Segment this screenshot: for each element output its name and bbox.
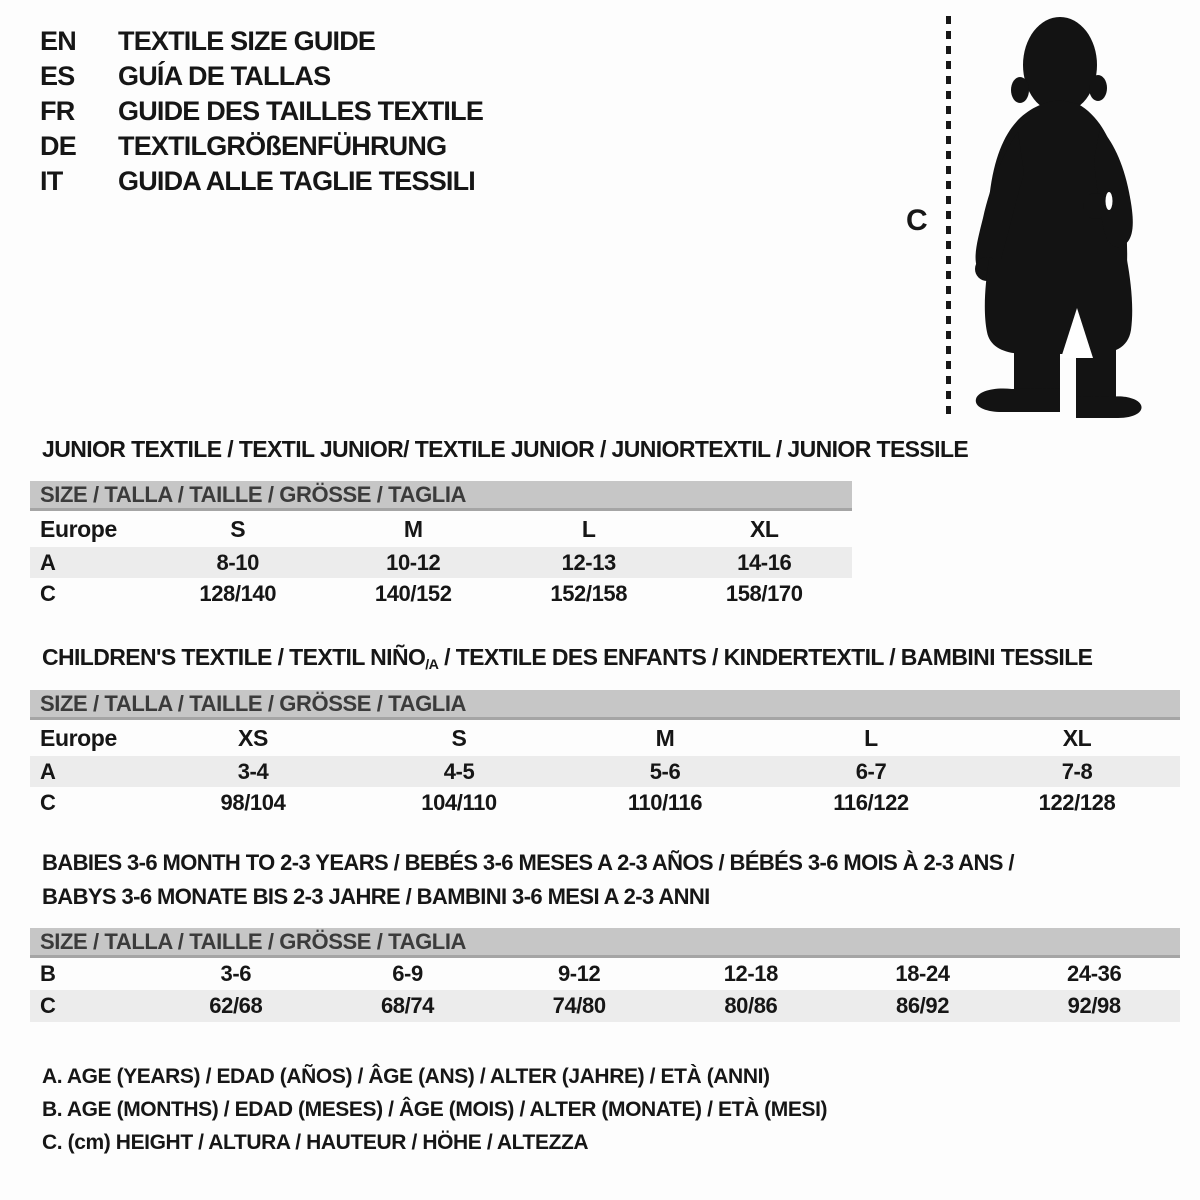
section-title-children: CHILDREN'S TEXTILE / TEXTIL NIÑO/A / TEX…	[42, 640, 1093, 678]
value-cell: 80/86	[724, 993, 778, 1018]
value-cell: XL	[1062, 724, 1092, 751]
value-cell: 4-5	[443, 758, 475, 784]
language-row: DE TEXTILGRÖßENFÜHRUNG	[40, 129, 483, 164]
value-cell: 24-36	[1067, 961, 1122, 986]
value-cell: XS	[238, 724, 268, 751]
table-row-a: A 3-4 4-5 5-6 6-7 7-8	[30, 756, 1180, 787]
language-row: EN TEXTILE SIZE GUIDE	[40, 24, 483, 59]
value-cell: 14-16	[737, 549, 792, 575]
language-code: ES	[40, 61, 75, 91]
value-cell: 140/152	[374, 581, 452, 606]
language-label: TEXTILE SIZE GUIDE	[118, 26, 376, 56]
size-header-bar: SIZE / TALLA / TAILLE / GRÖSSE / TAGLIA	[30, 690, 1180, 720]
value-cell: 92/98	[1067, 993, 1121, 1018]
value-cell: 158/170	[725, 581, 803, 606]
value-cell: 10-12	[386, 549, 441, 575]
language-label: TEXTILGRÖßENFÜHRUNG	[118, 131, 447, 161]
measure-label-c: C	[906, 204, 928, 237]
value-cell: L	[581, 515, 596, 542]
value-cell: 128/140	[199, 581, 277, 606]
table-row-c: C 128/140 140/152 152/158 158/170	[30, 578, 852, 610]
row-label-cell: B	[40, 961, 56, 986]
value-cell: 86/92	[895, 993, 950, 1018]
row-label-cell: C	[40, 993, 56, 1018]
section-title-line: JUNIOR TEXTILE / TEXTIL JUNIOR/ TEXTILE …	[42, 432, 969, 466]
language-label: GUIDA ALLE TAGLIE TESSILI	[118, 166, 476, 196]
row-label-cell: C	[40, 581, 56, 606]
title-text: CHILDREN'S TEXTILE / TEXTIL NIÑO	[42, 644, 426, 670]
row-label-cell: C	[40, 790, 56, 815]
value-cell: 8-10	[216, 549, 260, 575]
value-cell: 74/80	[552, 993, 606, 1018]
table-row-europe: Europe XS S M L XL	[30, 720, 1180, 756]
toddler-silhouette-icon	[975, 17, 1142, 418]
value-cell: 152/158	[550, 581, 628, 606]
value-cell: M	[403, 515, 423, 542]
language-row: FR GUIDE DES TAILLES TEXTILE	[40, 94, 484, 129]
language-header: EN TEXTILE SIZE GUIDE ES GUÍA DE TALLAS FR GU…	[40, 24, 484, 199]
value-cell: 98/104	[220, 790, 286, 815]
value-cell: 110/116	[627, 790, 703, 815]
footnote-a: A. AGE (YEARS) / EDAD (AÑOS) / ÂGE (ANS)…	[42, 1064, 770, 1088]
table-row-b: B 3-6 6-9 9-12 12-18 18-24 24-36	[30, 958, 1180, 990]
value-cell: L	[864, 724, 878, 751]
value-cell: XL	[749, 515, 779, 542]
size-table-junior: SIZE / TALLA / TAILLE / GRÖSSE / TAGLIA E…	[30, 481, 852, 610]
size-table-babies: SIZE / TALLA / TAILLE / GRÖSSE / TAGLIA B…	[30, 928, 1180, 1022]
value-cell: 3-4	[237, 758, 269, 784]
section-title-babies: BABIES 3-6 MONTH TO 2-3 YEARS / BEBÉS 3-…	[42, 846, 1014, 914]
section-title-line: BABIES 3-6 MONTH TO 2-3 YEARS / BEBÉS 3-…	[42, 846, 1014, 880]
value-cell: S	[230, 515, 246, 542]
value-cell: 9-12	[557, 961, 601, 986]
value-cell: 18-24	[895, 961, 950, 986]
value-cell: 12-18	[723, 961, 779, 986]
language-row: ES GUÍA DE TALLAS	[40, 59, 483, 94]
footnote-c: C. (cm) HEIGHT / ALTURA / HAUTEUR / HÖHE…	[42, 1130, 589, 1154]
value-cell: 6-9	[392, 961, 423, 986]
language-code: DE	[40, 131, 77, 161]
title-text: BABIES 3-6 MONTH TO 2-3 YEARS / BEBÉS 3-…	[42, 850, 1014, 875]
title-subscript: /A	[425, 656, 439, 673]
language-code: IT	[40, 166, 63, 196]
value-cell: 5-6	[649, 758, 681, 784]
table-row-c: C 62/68 68/74 74/80 80/86 86/92 92/98	[30, 990, 1180, 1022]
table-row-c: C 98/104 104/110 110/116 116/122 122/128	[30, 787, 1180, 819]
row-label-cell: A	[40, 758, 56, 784]
row-label-cell: Europe	[40, 724, 117, 751]
section-title-junior: JUNIOR TEXTILE / TEXTIL JUNIOR/ TEXTILE …	[42, 432, 969, 466]
footnote-b: B. AGE (MONTHS) / EDAD (MESES) / ÂGE (MO…	[42, 1097, 828, 1121]
value-cell: 3-6	[220, 961, 252, 986]
value-cell: 104/110	[421, 790, 497, 815]
value-cell: 68/74	[380, 993, 435, 1018]
value-cell: S	[451, 724, 467, 751]
size-header-bar: SIZE / TALLA / TAILLE / GRÖSSE / TAGLIA	[30, 481, 852, 511]
language-label: GUÍA DE TALLAS	[118, 61, 331, 91]
row-label-cell: A	[40, 549, 56, 575]
row-label-cell: Europe	[40, 515, 117, 542]
language-code: FR	[40, 96, 75, 126]
table-row-a: A 8-10 10-12 12-13 14-16	[30, 547, 852, 578]
title-text: BABYS 3-6 MONATE BIS 2-3 JAHRE / BAMBINI…	[42, 884, 710, 909]
value-cell: 122/128	[1038, 790, 1116, 815]
table-row-europe: Europe S M L XL	[30, 511, 852, 547]
value-cell: 12-13	[561, 549, 617, 575]
footnotes: A. AGE (YEARS) / EDAD (AÑOS) / ÂGE (ANS)…	[42, 1060, 828, 1159]
language-row: IT GUIDA ALLE TAGLIE TESSILI	[40, 164, 483, 199]
size-header-bar: SIZE / TALLA / TAILLE / GRÖSSE / TAGLIA	[30, 928, 1180, 958]
value-cell: 116/122	[833, 790, 909, 815]
section-title-line: CHILDREN'S TEXTILE / TEXTIL NIÑO/A / TEX…	[42, 640, 1093, 678]
language-label: GUIDE DES TAILLES TEXTILE	[118, 96, 484, 126]
size-table-children: SIZE / TALLA / TAILLE / GRÖSSE / TAGLIA E…	[30, 690, 1180, 819]
value-cell: 6-7	[855, 758, 887, 784]
value-cell: M	[655, 724, 675, 751]
section-title-line: BABYS 3-6 MONATE BIS 2-3 JAHRE / BAMBINI…	[42, 880, 1014, 914]
title-text: JUNIOR TEXTILE / TEXTIL JUNIOR/ TEXTILE …	[42, 436, 969, 462]
language-code: EN	[40, 26, 77, 56]
title-text: / TEXTILE DES ENFANTS / KINDERTEXTIL / B…	[438, 644, 1093, 670]
height-measure-dashed-line	[946, 16, 951, 418]
value-cell: 62/68	[209, 993, 263, 1018]
value-cell: 7-8	[1061, 758, 1093, 784]
